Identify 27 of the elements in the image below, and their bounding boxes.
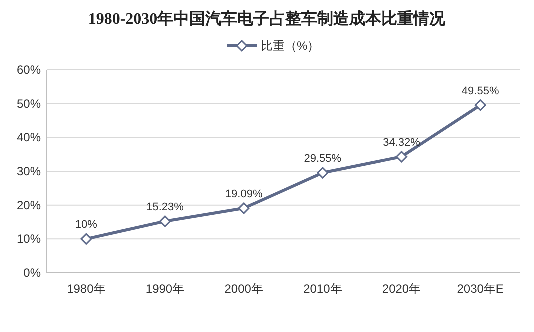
y-tick-label: 50% <box>16 96 42 111</box>
y-tick-label: 40% <box>16 130 42 145</box>
x-tick-label: 1980年 <box>67 282 106 296</box>
y-tick-label: 10% <box>16 232 42 246</box>
data-label: 34.32% <box>383 136 421 149</box>
chart-title: 1980-2030年中国汽车电子占整车制造成本比重情况 <box>88 10 447 28</box>
y-tick-label: 20% <box>16 198 42 212</box>
data-label: 15.23% <box>146 201 184 214</box>
y-tick-label: 60% <box>16 63 42 77</box>
data-label: 10% <box>75 219 98 232</box>
point <box>80 233 92 245</box>
point <box>317 167 329 179</box>
y-tick-label: 0% <box>24 266 42 280</box>
x-tick-label: 2030年E <box>457 282 504 296</box>
point <box>160 216 171 228</box>
data-label: 29.55% <box>304 153 342 166</box>
x-tick-label: 1990年 <box>146 282 185 296</box>
point <box>396 151 408 163</box>
legend-label: 比重（%） <box>261 39 320 53</box>
data-label: 49.55% <box>462 85 500 98</box>
point <box>238 202 250 214</box>
x-tick-label: 2010年 <box>304 282 342 296</box>
point <box>474 100 486 112</box>
x-tick-label: 2020年 <box>382 282 422 296</box>
y-tick-label: 30% <box>16 164 42 178</box>
x-tick-label: 2000年 <box>224 282 264 296</box>
data-label: 19.09% <box>225 188 263 200</box>
